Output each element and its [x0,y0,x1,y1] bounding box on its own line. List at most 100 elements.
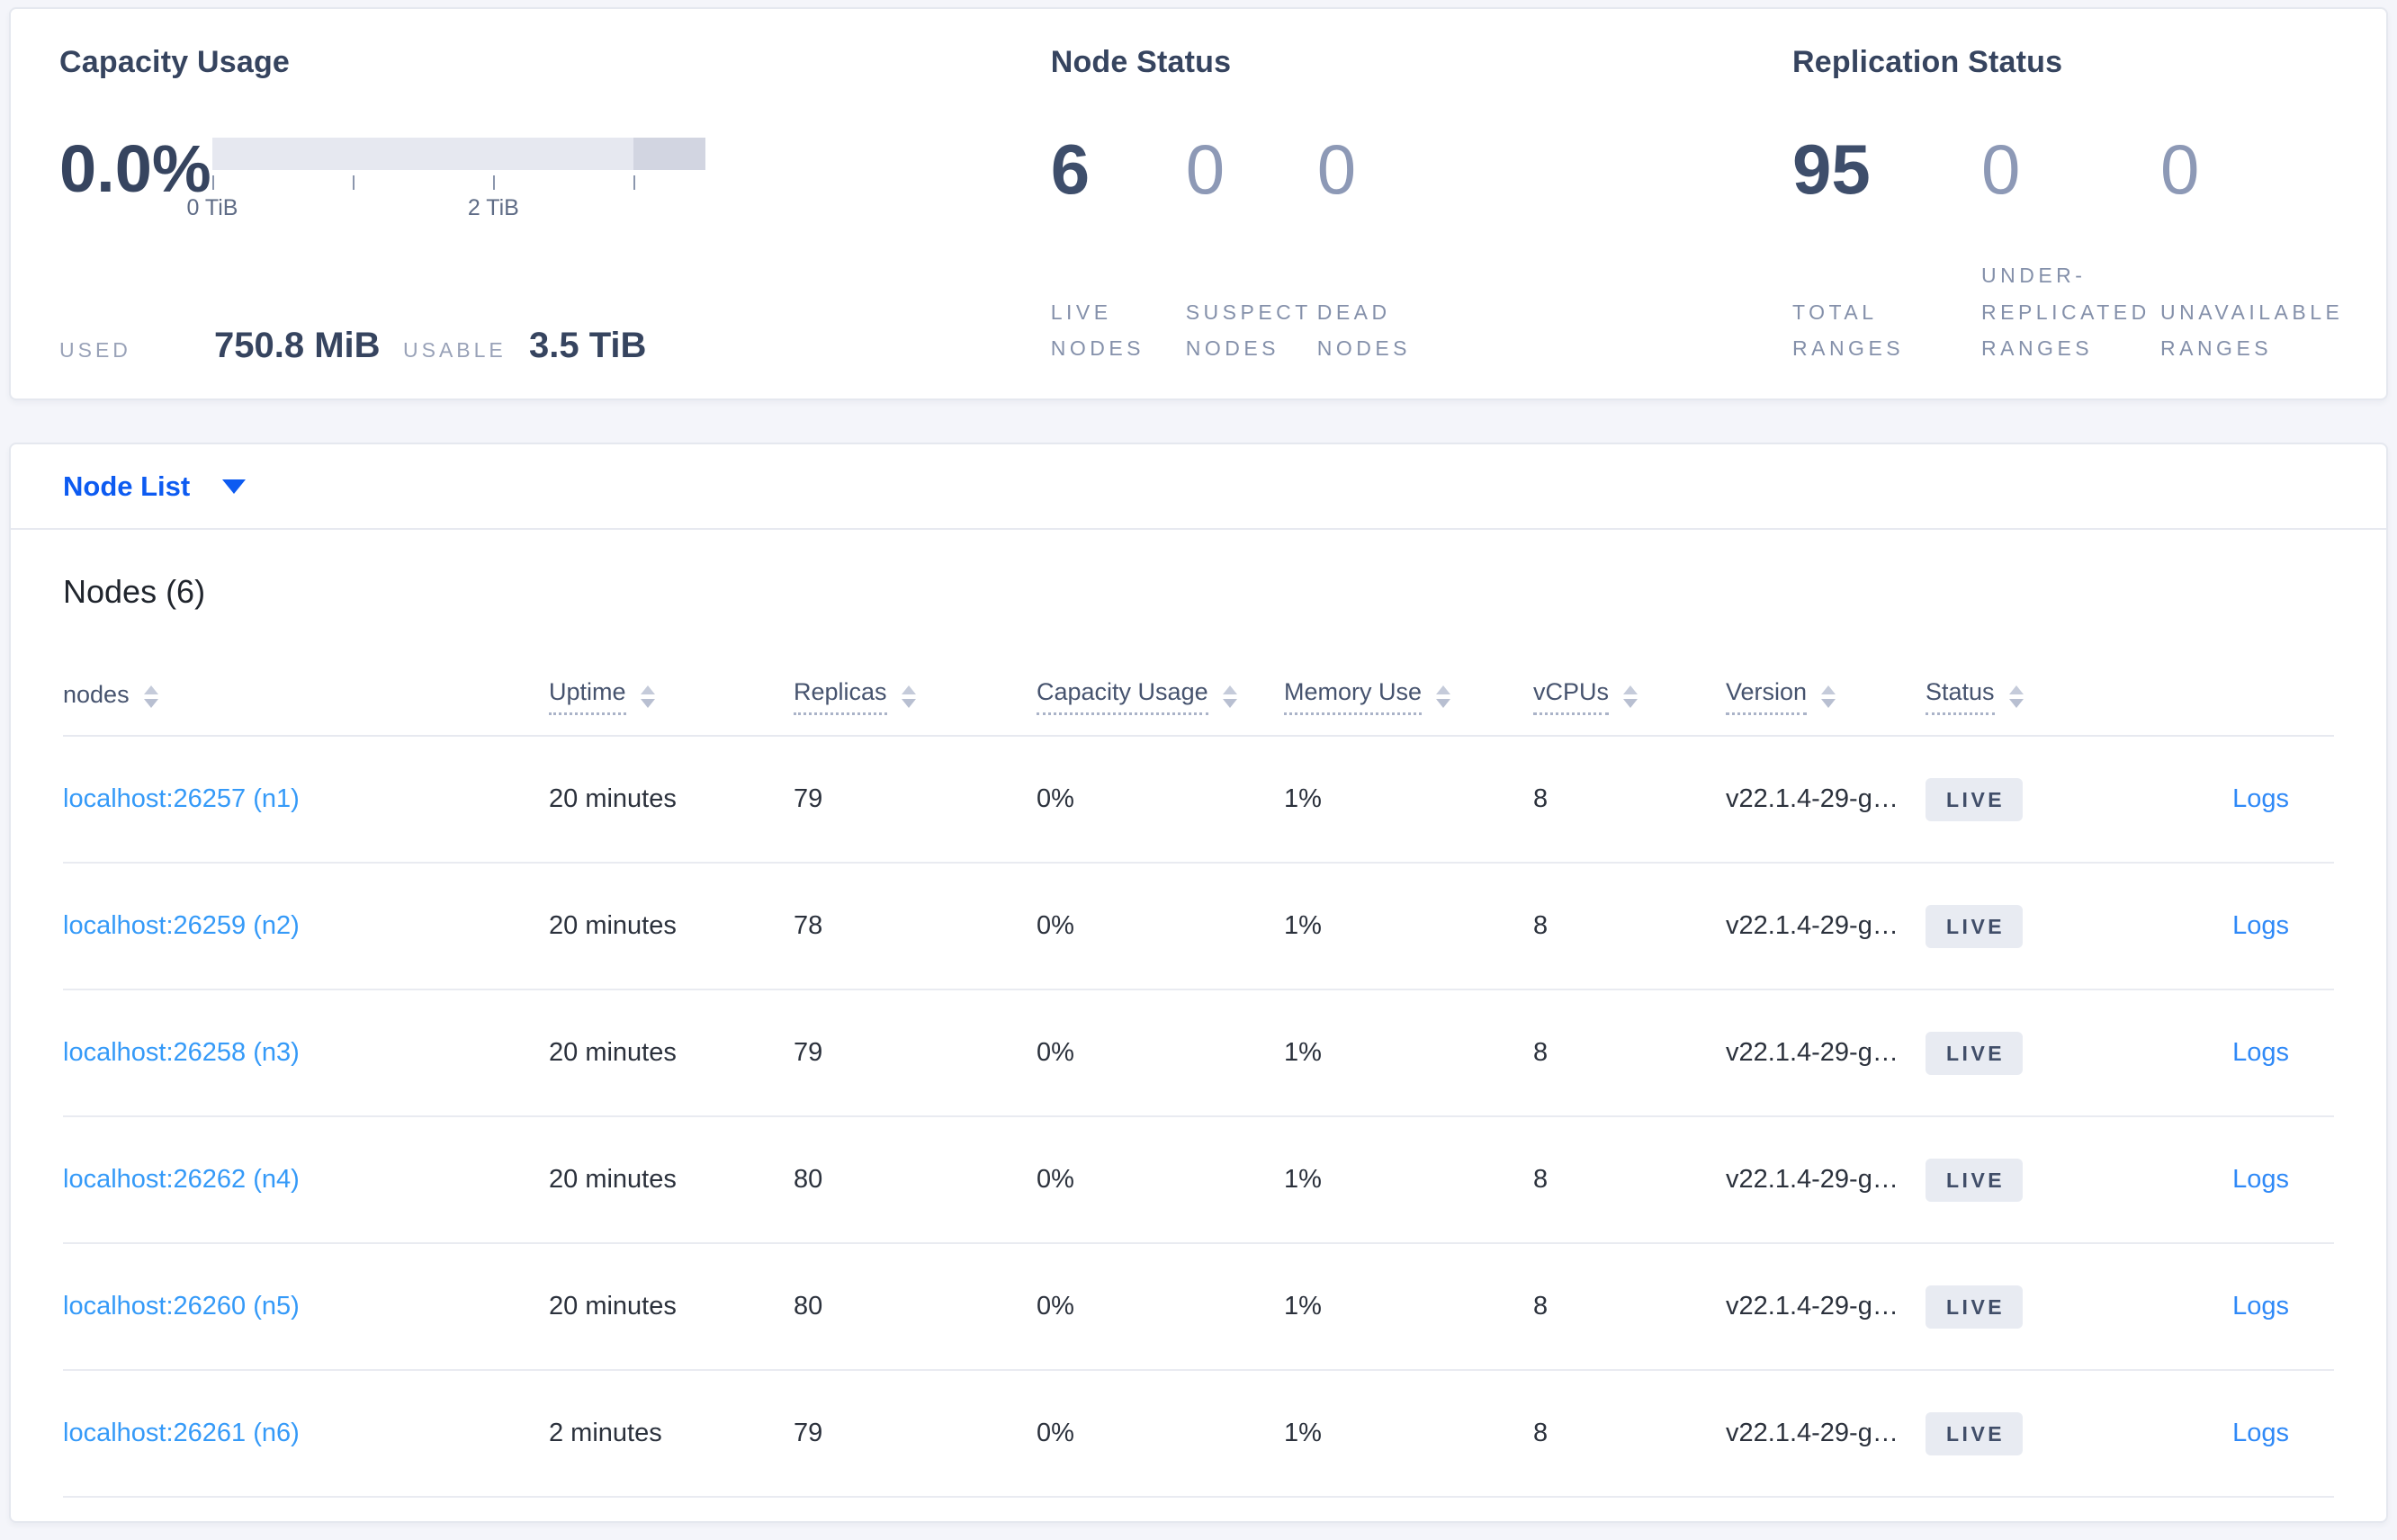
node-link[interactable]: localhost:26257 (n1) [63,784,300,813]
sort-arrows-icon [1436,685,1451,708]
node-list-dropdown[interactable]: Node List [11,444,2386,530]
sort-descending-icon [2008,698,2024,708]
gauge-tick [212,175,214,190]
replicas-cell: 79 [794,784,823,813]
column-header-status[interactable]: Status [1926,678,2179,715]
status-cell: LIVE [1926,904,2179,948]
column-header-label: Status [1926,678,1995,715]
memory-cell: 1% [1284,784,1322,813]
logs-link[interactable]: Logs [2232,1165,2289,1194]
table-row: localhost:26261 (n6) 2 minutes 79 0% 1% 8 v22.… [63,1371,2334,1498]
logs-link[interactable]: Logs [2232,1038,2289,1067]
sort-arrows-icon [143,685,158,708]
status-badge: LIVE [1926,777,2024,821]
chevron-down-icon [222,479,247,494]
column-header-version[interactable]: Version [1726,678,1926,715]
column-header-memory[interactable]: Memory Use [1284,678,1533,715]
node-link[interactable]: localhost:26259 (n2) [63,911,300,940]
logs-link[interactable]: Logs [2232,911,2289,940]
version-cell: v22.1.4-29-g… [1726,1292,1899,1321]
memory-cell: 1% [1284,1292,1322,1321]
status-cell: LIVE [1926,1411,2179,1455]
capacity-cell: 0% [1037,911,1074,940]
column-header-label: Version [1726,678,1808,715]
sort-descending-icon [901,698,916,708]
logs-cell: Logs [2179,911,2334,941]
logs-link[interactable]: Logs [2232,1292,2289,1321]
usable-label: USABLE [403,338,507,362]
vcpus-cell: 8 [1533,1419,1549,1447]
replicas-cell: 80 [794,1292,823,1321]
status-badge: LIVE [1926,904,2024,948]
sort-ascending-icon [1623,685,1638,694]
gauge-tick-label: 2 TiB [467,195,519,220]
sort-ascending-icon [640,685,655,694]
column-header-replicas[interactable]: Replicas [794,678,1037,715]
table-row: localhost:26259 (n2) 20 minutes 78 0% 1% 8 v22… [63,864,2334,990]
vcpus-cell: 8 [1533,1038,1549,1067]
logs-cell: Logs [2179,1419,2334,1448]
capacity-cell: 0% [1037,784,1074,813]
uptime-cell: 20 minutes [549,1038,677,1067]
sort-ascending-icon [1222,685,1237,694]
table-row: localhost:26258 (n3) 20 minutes 79 0% 1% 8 v22… [63,990,2334,1117]
node-link[interactable]: localhost:26262 (n4) [63,1165,300,1194]
replicas-cell: 79 [794,1038,823,1067]
capacity-gauge-axis: 0 TiB 2 TiB [187,170,705,224]
column-header-label: Uptime [549,678,626,715]
logs-cell: Logs [2179,1292,2334,1321]
node-cell: localhost:26257 (n1) [63,784,549,814]
stat-unavailable-ranges: 0 UNAVAILABLE RANGES [2160,105,2386,366]
uptime-cell: 2 minutes [549,1419,662,1447]
logs-cell: Logs [2179,784,2334,814]
used-label: USED [59,338,131,362]
memory-cell: 1% [1284,1038,1322,1067]
stat-label: UNAVAILABLE RANGES [2160,300,2344,360]
replicas-cell: 80 [794,1165,823,1194]
status-cell: LIVE [1926,777,2179,821]
sort-ascending-icon [901,685,916,694]
status-badge: LIVE [1926,1031,2024,1075]
gauge-tick [493,175,496,190]
capacity-cell: 0% [1037,1292,1074,1321]
logs-cell: Logs [2179,1165,2334,1195]
uptime-cell: 20 minutes [549,1292,677,1321]
stat-label: LIVE NODES [1050,300,1145,360]
sort-ascending-icon [2008,685,2024,694]
logs-link[interactable]: Logs [2232,784,2289,813]
capacity-usage-title: Capacity Usage [59,45,291,79]
version-cell: v22.1.4-29-g… [1726,1419,1899,1447]
version-cell: v22.1.4-29-g… [1726,911,1899,940]
node-link[interactable]: localhost:26258 (n3) [63,1038,300,1067]
node-link[interactable]: localhost:26260 (n5) [63,1292,300,1321]
stat-dead-nodes: 0 DEAD NODES [1317,105,1515,366]
logs-link[interactable]: Logs [2232,1419,2289,1447]
node-link[interactable]: localhost:26261 (n6) [63,1419,300,1447]
column-header-vcpus[interactable]: vCPUs [1533,678,1726,715]
sort-arrows-icon [1222,685,1237,708]
sort-arrows-icon [901,685,916,708]
column-header-uptime[interactable]: Uptime [549,678,794,715]
node-cell: localhost:26261 (n6) [63,1419,549,1448]
node-cell: localhost:26258 (n3) [63,1038,549,1068]
node-list-dropdown-label: Node List [63,470,191,502]
memory-cell: 1% [1284,1419,1322,1447]
column-header-capacity[interactable]: Capacity Usage [1037,678,1284,715]
stat-under-replicated-ranges: 0 UNDER-REPLICATED RANGES [1981,105,2160,366]
stat-live-nodes: 6 LIVE NODES [1051,105,1186,366]
nodes-table-body: localhost:26257 (n1) 20 minutes 79 0% 1% 8 v22… [63,737,2334,1498]
node-cell: localhost:26262 (n4) [63,1165,549,1195]
version-cell: v22.1.4-29-g… [1726,784,1899,813]
vcpus-cell: 8 [1533,1165,1549,1194]
column-header-label: Capacity Usage [1037,678,1208,715]
capacity-gauge: 0.0% 0 TiB 2 TiB [59,136,1051,224]
column-header-node[interactable]: nodes [63,681,549,712]
sort-arrows-icon [640,685,655,708]
node-cell: localhost:26259 (n2) [63,911,549,941]
column-header-label: Replicas [794,678,887,715]
replication-status-title: Replication Status [1792,45,2063,79]
status-badge: LIVE [1926,1158,2024,1202]
vcpus-cell: 8 [1533,784,1549,813]
replicas-cell: 78 [794,911,823,940]
capacity-footer: USED 750.8 MiB USABLE 3.5 TiB [59,326,1051,366]
